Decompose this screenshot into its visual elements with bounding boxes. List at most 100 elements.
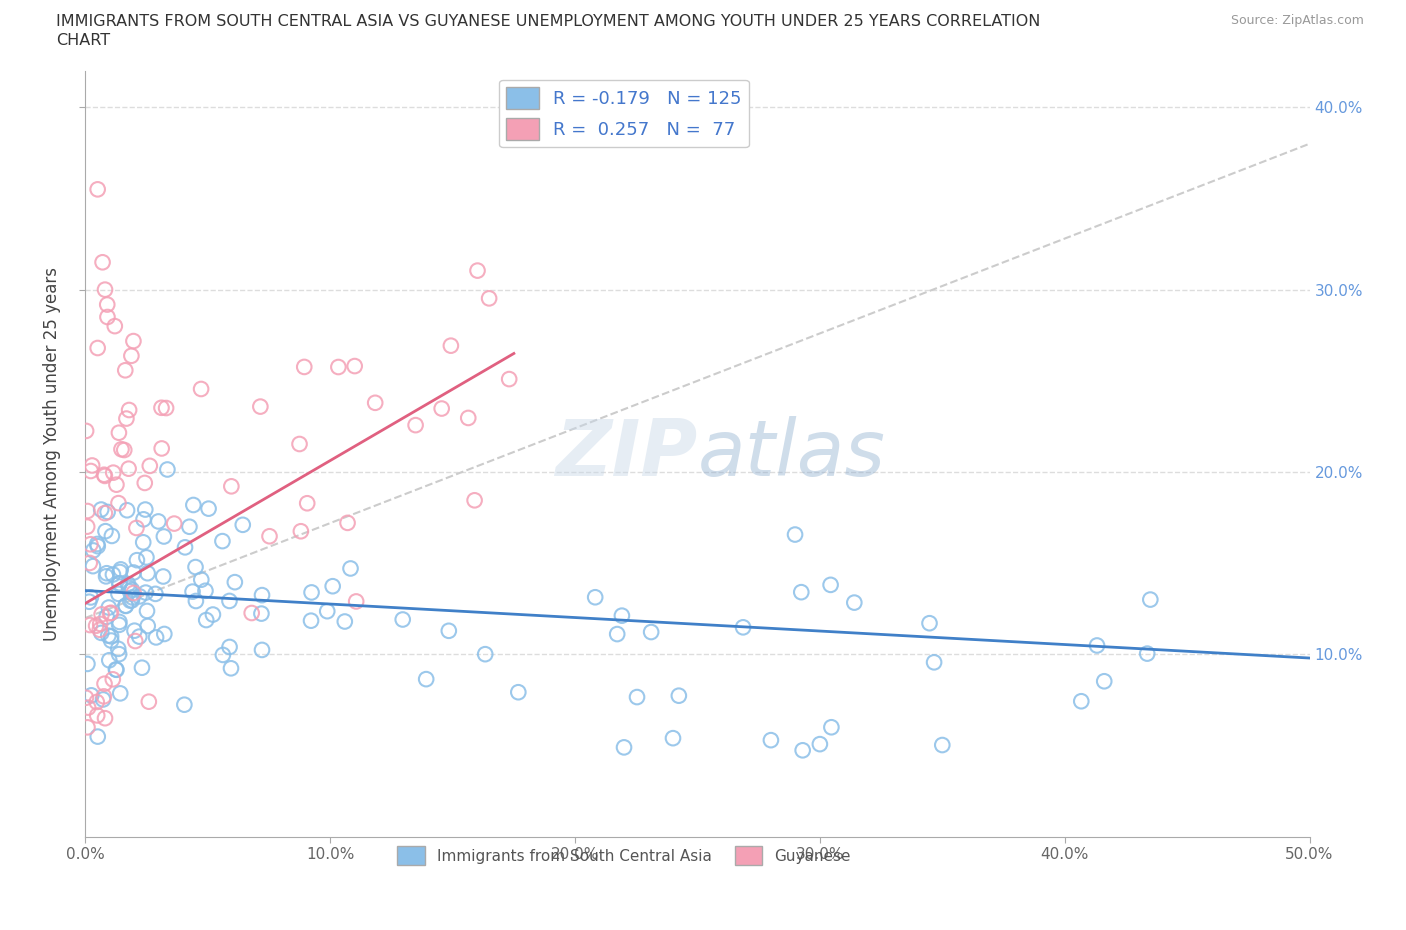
Point — [112, 443, 135, 458]
Point — [478, 291, 501, 306]
Point — [108, 576, 131, 591]
Point — [103, 465, 125, 480]
Point — [82, 458, 104, 473]
Point — [76, 657, 98, 671]
Point — [76, 519, 98, 534]
Point — [931, 737, 953, 752]
Point — [122, 334, 145, 349]
Point — [820, 720, 842, 735]
Point — [96, 565, 118, 580]
Point — [232, 517, 254, 532]
Point — [90, 502, 112, 517]
Point — [467, 263, 489, 278]
Point — [668, 688, 690, 703]
Point — [117, 577, 139, 591]
Point — [184, 560, 207, 575]
Point — [201, 607, 224, 622]
Point — [104, 662, 127, 677]
Point — [94, 711, 117, 725]
Point — [136, 618, 159, 633]
Point — [76, 503, 98, 518]
Point — [86, 340, 108, 355]
Point — [115, 503, 138, 518]
Point — [138, 694, 160, 709]
Point — [250, 643, 273, 658]
Point — [150, 441, 173, 456]
Point — [150, 400, 173, 415]
Point — [437, 623, 460, 638]
Point — [139, 458, 162, 473]
Point — [76, 720, 98, 735]
Point — [134, 475, 156, 490]
Point — [339, 561, 361, 576]
Point — [108, 618, 131, 632]
Point — [430, 401, 453, 416]
Point — [405, 418, 427, 432]
Point — [288, 436, 311, 451]
Point — [328, 360, 350, 375]
Point — [120, 349, 142, 364]
Point — [91, 692, 114, 707]
Point — [184, 593, 207, 608]
Point — [90, 626, 112, 641]
Point — [295, 496, 318, 511]
Point — [134, 502, 156, 517]
Point — [343, 359, 366, 374]
Point — [152, 569, 174, 584]
Point — [918, 616, 941, 631]
Point — [117, 461, 139, 476]
Point — [101, 567, 124, 582]
Point — [131, 660, 153, 675]
Point — [80, 688, 103, 703]
Point — [97, 504, 120, 519]
Point — [100, 629, 122, 644]
Point — [98, 653, 121, 668]
Point — [108, 577, 131, 591]
Point — [464, 493, 486, 508]
Point — [1136, 646, 1159, 661]
Point — [179, 519, 201, 534]
Point — [219, 661, 242, 676]
Point — [118, 403, 141, 418]
Point — [93, 467, 115, 482]
Point — [474, 646, 496, 661]
Point — [101, 528, 124, 543]
Point — [122, 565, 145, 580]
Point — [640, 625, 662, 640]
Point — [125, 552, 148, 567]
Point — [218, 593, 240, 608]
Point — [94, 282, 117, 297]
Point — [498, 372, 520, 387]
Point — [364, 395, 387, 410]
Point — [240, 605, 263, 620]
Point — [808, 737, 831, 751]
Point — [94, 569, 117, 584]
Point — [86, 537, 108, 551]
Point — [190, 572, 212, 587]
Point — [97, 600, 120, 615]
Point — [96, 297, 118, 312]
Point — [211, 534, 233, 549]
Point — [104, 319, 127, 334]
Point — [132, 512, 155, 526]
Point — [105, 662, 128, 677]
Point — [89, 622, 111, 637]
Point — [107, 587, 129, 602]
Point — [322, 578, 344, 593]
Point — [292, 360, 315, 375]
Text: IMMIGRANTS FROM SOUTH CENTRAL ASIA VS GUYANESE UNEMPLOYMENT AMONG YOUTH UNDER 25: IMMIGRANTS FROM SOUTH CENTRAL ASIA VS GU… — [56, 14, 1040, 29]
Point — [79, 555, 101, 570]
Point — [84, 618, 107, 633]
Point — [195, 613, 218, 628]
Point — [108, 615, 131, 630]
Point — [108, 565, 131, 579]
Point — [135, 585, 157, 600]
Point — [662, 731, 685, 746]
Point — [613, 740, 636, 755]
Point — [922, 655, 945, 670]
Point — [148, 514, 170, 529]
Point — [221, 479, 243, 494]
Point — [344, 594, 367, 609]
Point — [128, 630, 150, 644]
Point — [91, 255, 114, 270]
